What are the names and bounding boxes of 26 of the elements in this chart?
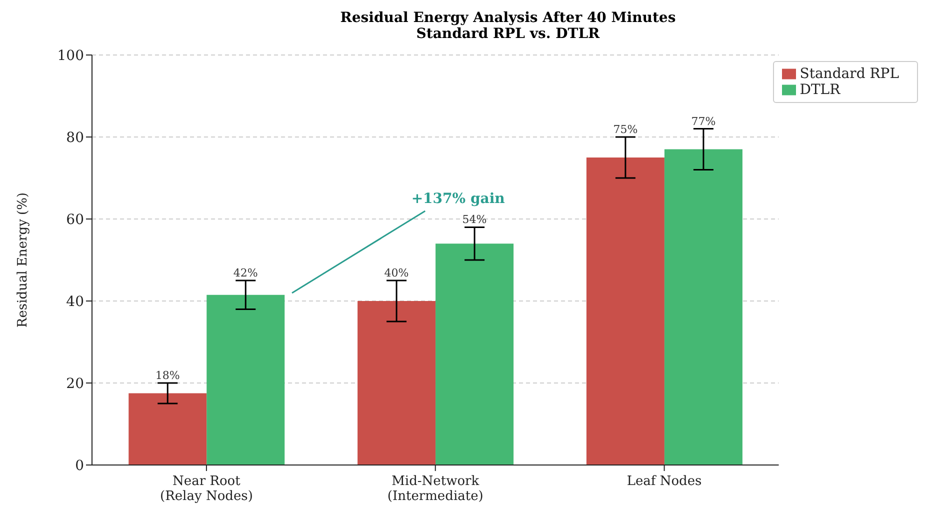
y-tick-label: 100 <box>57 48 84 64</box>
bar <box>358 301 436 465</box>
bar <box>436 244 514 465</box>
y-axis-title: Residual Energy (%) <box>16 192 31 328</box>
data-label: 18% <box>155 369 180 382</box>
x-tick-label: Mid-Network (Intermediate) <box>387 474 484 504</box>
data-label: 77% <box>691 114 716 128</box>
x-tick-label: Leaf Nodes <box>626 474 702 489</box>
x-tick-label: Near Root (Relay Nodes) <box>160 474 253 504</box>
y-tick-label: 0 <box>75 458 84 474</box>
data-label: 54% <box>462 213 487 226</box>
data-label: 75% <box>613 123 638 136</box>
y-tick-label: 60 <box>66 212 84 228</box>
data-label: 40% <box>384 266 409 280</box>
chart-title: Residual Energy Analysis After 40 Minutes Standard RPL vs. DTLR <box>339 10 677 42</box>
bar <box>586 158 664 465</box>
y-tick-label: 20 <box>66 376 84 392</box>
y-tick-label: 40 <box>66 294 84 310</box>
legend-label: DTLR <box>800 82 840 98</box>
data-label: 42% <box>233 266 258 280</box>
bar <box>206 294 285 465</box>
bar <box>664 149 742 465</box>
bar <box>128 393 207 465</box>
legend-label: Standard RPL <box>800 66 899 82</box>
y-tick-label: 80 <box>66 130 84 146</box>
annotation: +137% gain <box>410 190 506 207</box>
